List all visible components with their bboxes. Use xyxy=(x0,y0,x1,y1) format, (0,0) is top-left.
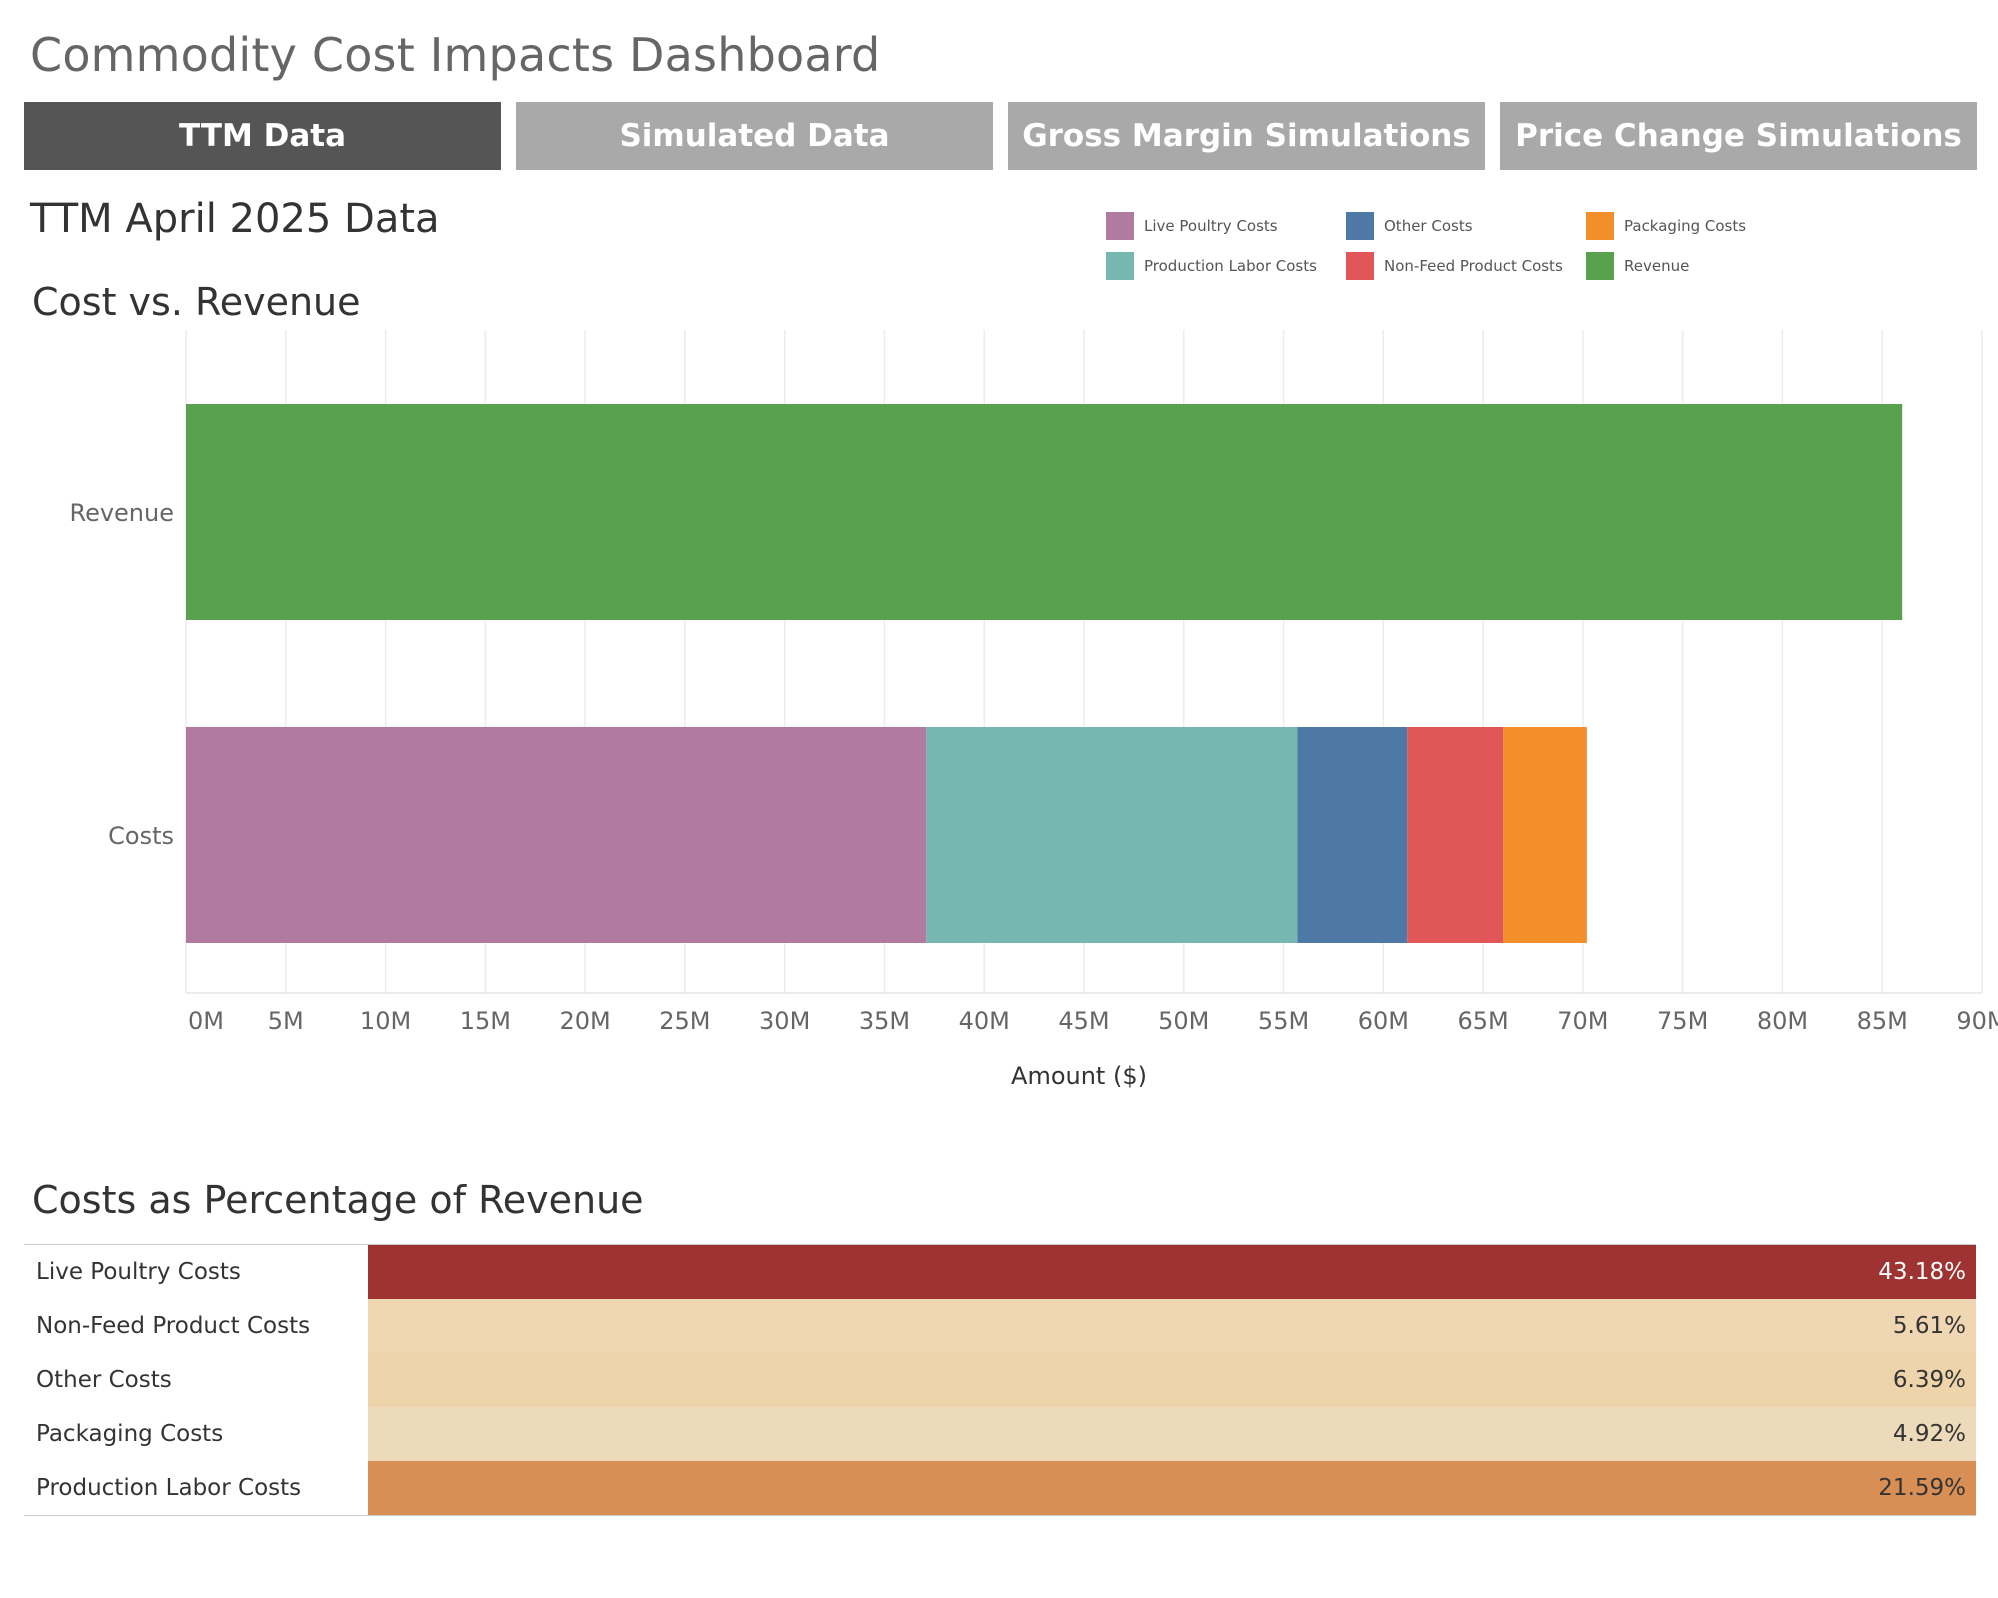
legend-swatch xyxy=(1346,212,1374,240)
row-value-cell: 4.92% xyxy=(368,1407,1976,1461)
legend-label: Non-Feed Product Costs xyxy=(1384,257,1563,275)
pct-table-title: Costs as Percentage of Revenue xyxy=(32,1178,644,1222)
legend-item-other[interactable]: Other Costs xyxy=(1346,212,1473,240)
chart-title: Cost vs. Revenue xyxy=(32,280,361,324)
legend-swatch xyxy=(1106,252,1134,280)
legend-label: Packaging Costs xyxy=(1624,217,1747,235)
x-tick-label: 60M xyxy=(1358,1007,1409,1035)
x-tick-label: 45M xyxy=(1058,1007,1109,1035)
x-tick-label: 70M xyxy=(1557,1007,1608,1035)
y-axis: Revenue Costs xyxy=(69,499,174,850)
costs-percentage-table: Live Poultry Costs 43.18% Non-Feed Produ… xyxy=(24,1244,1976,1516)
bar-segment-live-poultry-costs[interactable] xyxy=(186,727,927,943)
legend-swatch xyxy=(1346,252,1374,280)
row-value-cell: 5.61% xyxy=(368,1299,1976,1353)
row-label: Packaging Costs xyxy=(36,1421,224,1447)
row-value-cell: 6.39% xyxy=(368,1353,1976,1407)
table-row[interactable]: Other Costs 6.39% xyxy=(24,1353,1976,1407)
y-category-label: Revenue xyxy=(69,499,174,527)
bar-segment-packaging-costs[interactable] xyxy=(1503,727,1587,943)
y-category-label: Costs xyxy=(108,822,174,850)
x-tick-label: 85M xyxy=(1857,1007,1908,1035)
row-label: Other Costs xyxy=(36,1367,172,1393)
row-label: Non-Feed Product Costs xyxy=(36,1313,311,1339)
legend-label: Revenue xyxy=(1624,257,1690,275)
table-row[interactable]: Packaging Costs 4.92% xyxy=(24,1407,1976,1461)
bar-segment-production-labor-costs[interactable] xyxy=(926,727,1298,943)
x-tick-label: 40M xyxy=(959,1007,1010,1035)
tab-price-change-simulations[interactable]: Price Change Simulations xyxy=(1500,102,1977,170)
x-tick-label: 30M xyxy=(759,1007,810,1035)
table-row[interactable]: Non-Feed Product Costs 5.61% xyxy=(24,1299,1976,1353)
x-tick-label: 5M xyxy=(268,1007,304,1035)
legend-label: Other Costs xyxy=(1384,217,1473,235)
dashboard-title: Commodity Cost Impacts Dashboard xyxy=(30,28,881,82)
x-tick-label: 25M xyxy=(659,1007,710,1035)
section-subtitle: TTM April 2025 Data xyxy=(30,196,440,242)
chart-legend: Live Poultry Costs Other Costs Packaging… xyxy=(1106,212,1746,284)
bar-segment-non-feed-product-costs[interactable] xyxy=(1407,727,1504,943)
x-tick-label: 55M xyxy=(1258,1007,1309,1035)
x-tick-label: 10M xyxy=(360,1007,411,1035)
tab-gross-margin-simulations[interactable]: Gross Margin Simulations xyxy=(1008,102,1485,170)
legend-item-packaging[interactable]: Packaging Costs xyxy=(1586,212,1746,240)
x-tick-label: 75M xyxy=(1657,1007,1708,1035)
x-tick-label: 50M xyxy=(1158,1007,1209,1035)
row-value-cell: 21.59% xyxy=(368,1461,1976,1515)
bar-segment-other-costs[interactable] xyxy=(1297,727,1408,943)
legend-label: Live Poultry Costs xyxy=(1144,217,1278,235)
legend-item-non-feed[interactable]: Non-Feed Product Costs xyxy=(1346,252,1563,280)
legend-item-revenue[interactable]: Revenue xyxy=(1586,252,1689,280)
legend-item-live-poultry[interactable]: Live Poultry Costs xyxy=(1106,212,1278,240)
legend-swatch xyxy=(1586,212,1614,240)
x-tick-label: 65M xyxy=(1457,1007,1508,1035)
bars xyxy=(186,404,1903,943)
x-tick-label: 90M xyxy=(1956,1007,1998,1035)
row-label: Production Labor Costs xyxy=(36,1475,302,1501)
row-value-cell: 43.18% xyxy=(368,1245,1976,1299)
legend-label: Production Labor Costs xyxy=(1144,257,1317,275)
x-tick-label: 80M xyxy=(1757,1007,1808,1035)
x-tick-label: 15M xyxy=(460,1007,511,1035)
x-tick-label: 20M xyxy=(559,1007,610,1035)
table-row[interactable]: Production Labor Costs 21.59% xyxy=(24,1461,1976,1515)
tab-simulated-data[interactable]: Simulated Data xyxy=(516,102,993,170)
bar-segment-revenue[interactable] xyxy=(186,404,1903,620)
table-row[interactable]: Live Poultry Costs 43.18% xyxy=(24,1245,1976,1299)
x-tick-label: 35M xyxy=(859,1007,910,1035)
x-axis: 0M 5M 10M 15M 20M 25M 30M 35M 40M 45M 50M 55M 60M 65M… xyxy=(186,992,1998,1035)
x-tick-label: 0M xyxy=(188,1007,224,1035)
cost-vs-revenue-chart: 0M 5M 10M 15M 20M 25M 30M 35M 40M 45M 50M 55M 60M 65M… xyxy=(69,330,1998,1090)
tab-ttm-data[interactable]: TTM Data xyxy=(24,102,501,170)
tab-bar: TTM Data Simulated Data Gross Margin Sim… xyxy=(24,102,1977,170)
legend-item-production-labor[interactable]: Production Labor Costs xyxy=(1106,252,1317,280)
row-label: Live Poultry Costs xyxy=(36,1259,241,1285)
legend-swatch xyxy=(1106,212,1134,240)
legend-swatch xyxy=(1586,252,1614,280)
x-axis-title: Amount ($) xyxy=(1011,1062,1147,1090)
